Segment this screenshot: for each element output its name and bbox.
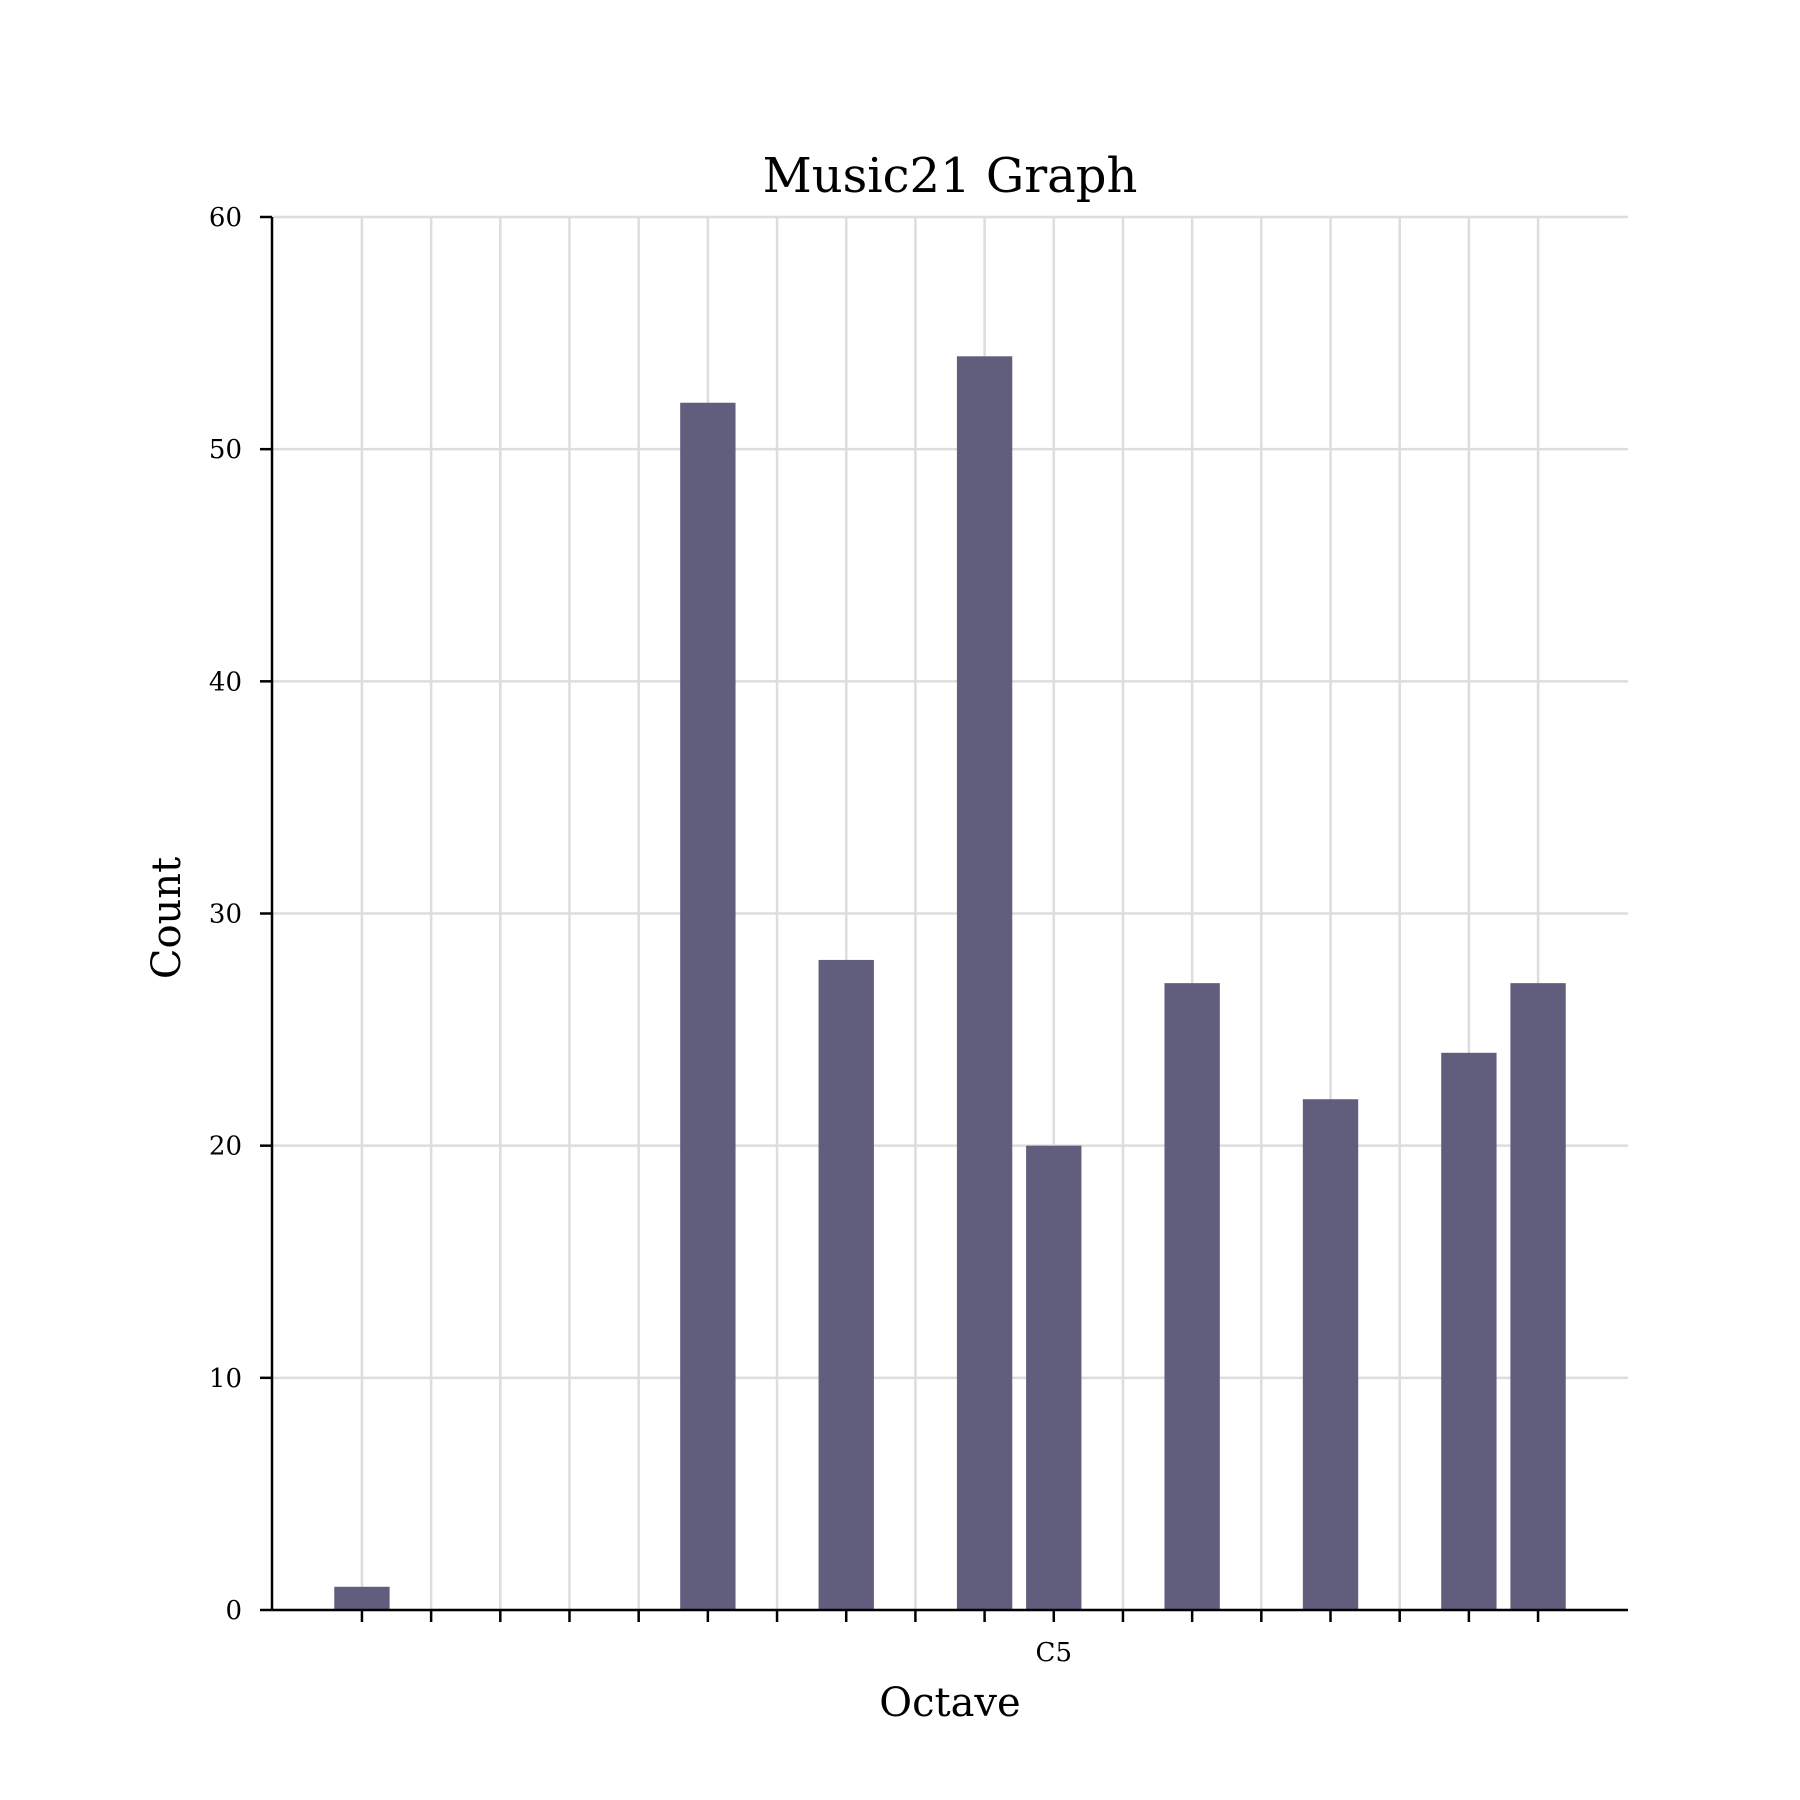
- y-tick-label: 10: [209, 1364, 242, 1394]
- y-tick-label: 30: [209, 900, 242, 930]
- y-tick-label: 50: [209, 435, 242, 465]
- x-tick-label: C5: [1036, 1638, 1072, 1668]
- bar: [334, 1586, 390, 1610]
- bar: [956, 356, 1013, 1610]
- bar: [1510, 983, 1566, 1610]
- bar: [1302, 1099, 1359, 1610]
- grid-layer: [272, 215, 1628, 1612]
- y-tick-label: 0: [225, 1596, 242, 1626]
- y-tick-label: 60: [209, 203, 242, 233]
- y-axis-label: Count: [144, 857, 190, 979]
- bar: [1164, 983, 1220, 1610]
- bar: [1026, 1145, 1082, 1610]
- bar: [680, 402, 736, 1610]
- y-tick-label: 40: [209, 667, 242, 697]
- x-axis-label: Octave: [879, 1680, 1020, 1726]
- bar-layer: [334, 356, 1566, 1610]
- bar: [1441, 1052, 1497, 1610]
- bar: [818, 959, 874, 1610]
- axis-layer: 0 10 20 30 40 50 60 C5: [209, 203, 1628, 1668]
- y-tick-label: 20: [209, 1132, 242, 1162]
- chart-title: Music21 Graph: [763, 148, 1138, 204]
